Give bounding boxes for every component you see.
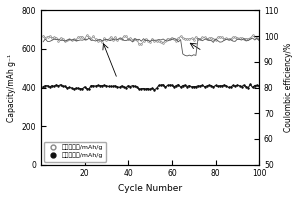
- Legend: 充电比容量/mAh/g, 放电比容量/mAh/g: 充电比容量/mAh/g, 放电比容量/mAh/g: [44, 142, 106, 162]
- Y-axis label: Capacity/mAh g⁻¹: Capacity/mAh g⁻¹: [7, 54, 16, 122]
- X-axis label: Cycle Number: Cycle Number: [118, 184, 182, 193]
- Y-axis label: Coulombic efficiency/%: Coulombic efficiency/%: [284, 43, 293, 132]
